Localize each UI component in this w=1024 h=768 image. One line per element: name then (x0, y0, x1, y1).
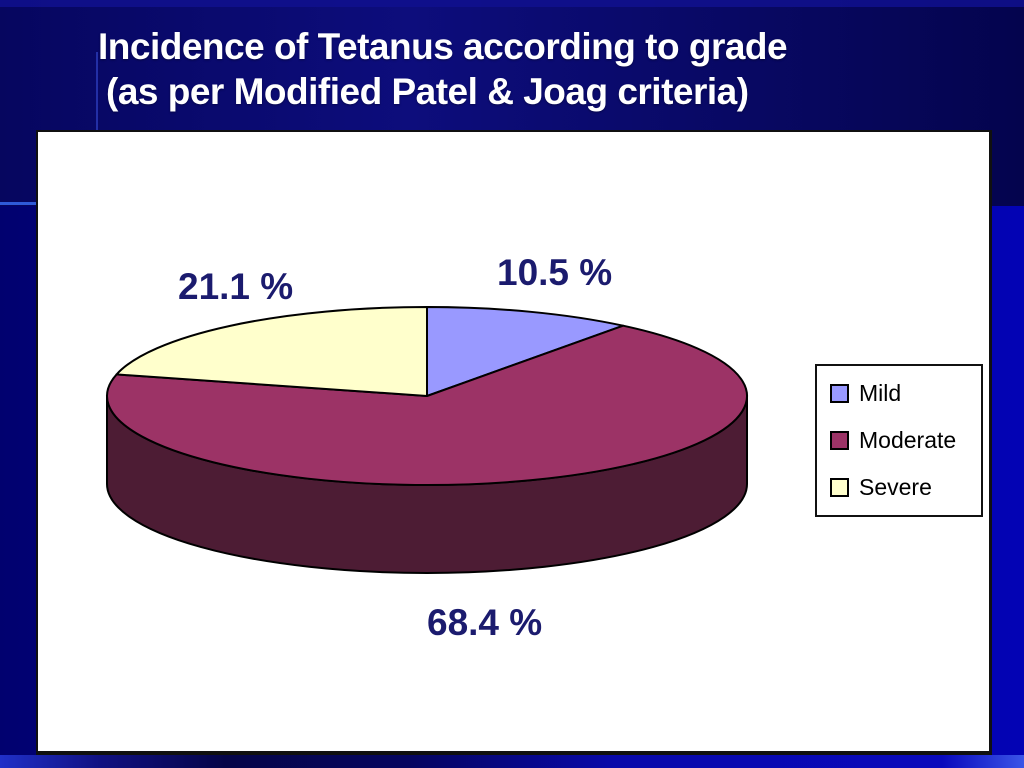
legend-swatch-mild (830, 384, 849, 403)
background-bottom-strip (0, 755, 1024, 768)
slide-title: Incidence of Tetanus according to grade … (98, 24, 978, 114)
legend-label-moderate: Moderate (859, 427, 957, 453)
data-label-mild: 10.5 % (497, 252, 613, 293)
legend-label-severe: Severe (859, 474, 932, 500)
legend-swatch-moderate (830, 431, 849, 450)
legend-swatch-severe (830, 478, 849, 497)
legend-item-mild: Mild (830, 382, 981, 405)
slide-title-line2: (as per Modified Patel & Joag criteria) (106, 71, 749, 112)
legend-item-severe: Severe (830, 476, 981, 499)
background-top-strip (0, 0, 1024, 7)
slide-title-line1: Incidence of Tetanus according to grade (98, 26, 788, 67)
chart-legend: Mild Moderate Severe (815, 364, 983, 517)
legend-label-mild: Mild (859, 380, 902, 406)
data-label-moderate: 68.4 % (427, 602, 543, 643)
legend-item-moderate: Moderate (830, 429, 981, 452)
title-accent-line (96, 52, 98, 130)
data-label-severe: 21.1 % (178, 266, 294, 307)
background-accent-line (0, 202, 38, 205)
